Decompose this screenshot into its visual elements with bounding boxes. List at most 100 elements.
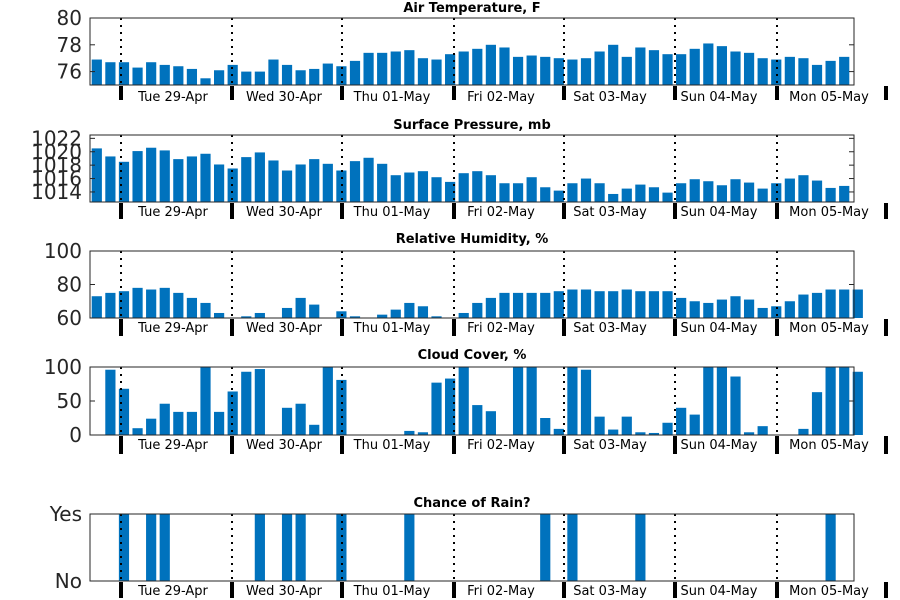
y-tick-label: 1014 [31,180,82,204]
bar [431,382,442,435]
day-label: Wed 30-Apr [246,438,323,453]
bar [105,156,116,202]
bar [716,299,727,318]
bar [377,163,388,202]
bar [186,297,198,318]
y-tick-label: 76 [57,60,82,84]
bar [499,183,510,202]
day-label: Wed 30-Apr [246,584,323,599]
bar [349,161,361,202]
bar [431,316,442,318]
bar [105,292,116,319]
bar [417,306,429,318]
plot-frame [89,513,855,582]
plot-frame [89,134,855,203]
bar [268,59,279,85]
y-tick-label: 1018 [31,153,82,177]
bar [608,44,619,85]
bar [580,58,592,85]
bar [825,514,836,581]
bar [526,367,537,435]
bar [716,367,727,435]
bar [118,161,130,202]
bar [621,56,632,85]
bar [635,184,646,202]
bar [621,416,632,435]
chart-title: Cloud Cover, % [418,348,527,363]
bar [309,424,320,435]
bar [91,296,102,318]
bar [159,403,170,435]
bar [567,183,578,202]
bar [322,367,333,435]
bar [295,164,306,202]
bar [281,64,293,85]
bar [608,291,619,318]
bar [295,514,306,581]
bar [159,150,170,202]
day-label: Fri 02-May [467,438,535,453]
y-tick-label: 100 [44,355,82,379]
bar [146,289,157,318]
bar [132,287,143,318]
bar [635,514,646,581]
bar [241,371,252,435]
bar [852,371,863,435]
bar [295,297,306,318]
bar [689,301,700,318]
bar [173,66,184,85]
bar [540,292,551,319]
bar [336,379,347,435]
bar [214,70,225,85]
bar [567,514,578,581]
day-label: Sat 03-May [573,90,647,105]
bar [540,187,551,202]
chart-panel-2: Surface Pressure, mb 10141016101810201022… [31,118,888,220]
bar [295,70,306,85]
bar [254,71,265,85]
bar [200,367,211,435]
day-label: Fri 02-May [467,205,535,220]
chart-title: Air Temperature, F [403,1,540,16]
day-label: Wed 30-Apr [246,205,323,220]
bar [214,411,225,435]
bar [485,297,496,318]
bar [404,514,415,581]
bar [703,302,714,318]
bar [757,58,768,85]
bar [648,187,660,202]
bar [404,172,415,202]
bar [105,369,116,435]
bar [146,514,157,581]
bar [254,514,265,581]
bar [567,289,578,318]
bar [553,428,564,435]
y-tick-label: 100 [44,239,82,263]
bar [390,175,401,202]
bar [227,391,238,435]
bar [852,289,863,318]
bar [186,156,198,202]
bar [662,192,673,202]
chart-panel-5: Chance of Rain? No Yes Tue 29-Apr Wed 30-Apr… [49,496,888,599]
bar [404,302,415,318]
bar [91,59,102,85]
bar [621,188,632,202]
bar [743,182,755,202]
bar [771,306,782,318]
bar [784,56,795,85]
day-label: Sun 04-May [681,584,758,599]
chart-panel-4: Cloud Cover, % 0 50 100 Tue 29-Apr Wed 30-Apr… [44,348,888,454]
bar [553,291,564,318]
bar [608,193,619,202]
bar [703,43,714,85]
bar [757,188,768,202]
day-label: Thu 01-May [353,205,431,220]
bar [146,418,157,435]
bar [417,58,429,85]
bar [839,56,850,85]
bar [825,60,836,85]
bar [105,62,116,85]
bar [159,287,170,318]
chart-panel-1: Air Temperature, F 76 78 80 Tue 29-Apr Wed 30… [57,1,888,105]
